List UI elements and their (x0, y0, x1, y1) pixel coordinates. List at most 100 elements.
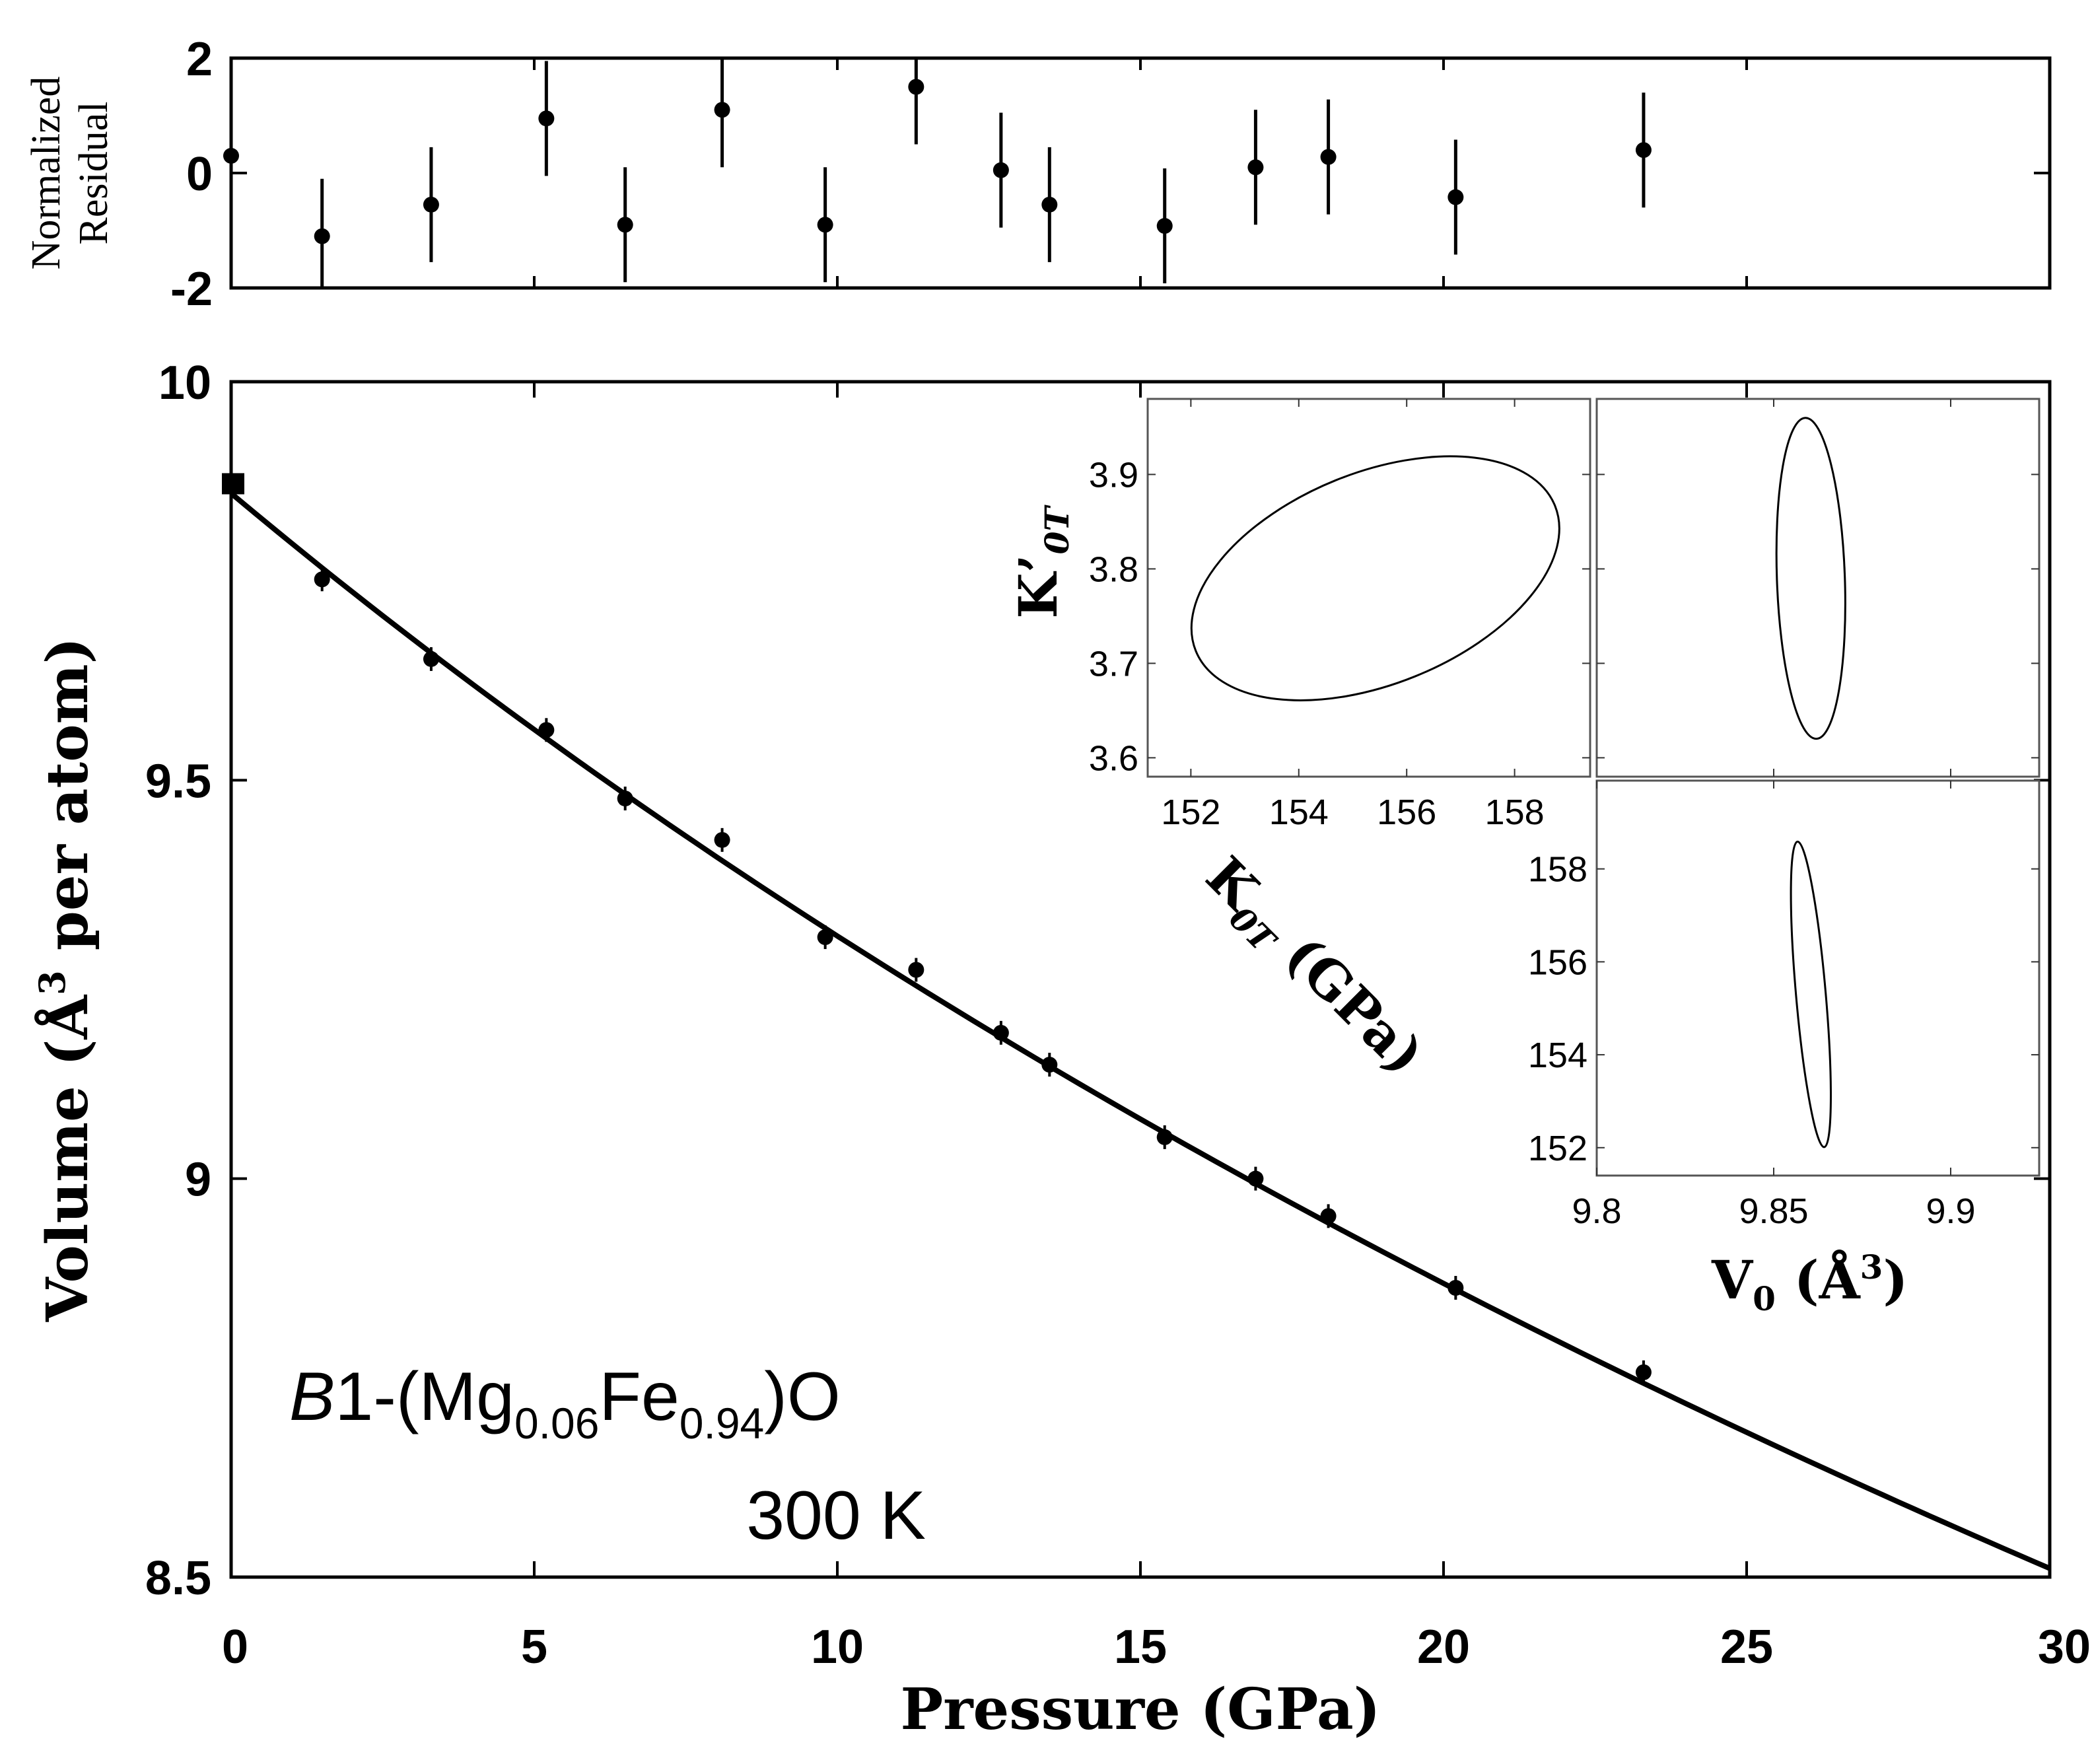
inset-ylabel-kprime: K’0T (1007, 505, 1076, 619)
confidence-ellipse-v0-k0t (1790, 840, 1832, 1148)
main-data-points (222, 473, 1652, 1384)
data-point (1247, 1170, 1264, 1187)
residual-point (1247, 159, 1264, 176)
data-point (1320, 1208, 1337, 1224)
residual-point (993, 162, 1009, 178)
kprime-sub: 0T (1037, 505, 1076, 555)
inset-v0-k0t-y-tick-labels: 158 156 154 152 (1528, 850, 1587, 1168)
residual-point (223, 147, 239, 164)
formula-sub2: 0.94 (680, 1399, 764, 1448)
inset-k0t-kprime-ticks (1148, 399, 1590, 777)
data-point (908, 962, 924, 978)
main-xtick-label: 20 (1417, 1621, 1470, 1674)
data-point-square (222, 473, 244, 495)
inset-v0-kprime-ticks (1597, 399, 2039, 777)
inset-k0t-kprime-y-tick-labels: 3.9 3.8 3.7 3.6 (1089, 455, 1138, 778)
main-ytick-label: 8.5 (145, 1552, 211, 1605)
residual-point (714, 102, 730, 118)
formula-italic: B (289, 1358, 335, 1435)
sample-formula: B1-(Mg0.06Fe0.94)O (289, 1358, 841, 1448)
v0-sub: 0 (1753, 1279, 1776, 1318)
main-xtick-label: 0 (222, 1621, 248, 1674)
residual-y-ticks (231, 57, 2050, 289)
inset-xlabel-k0t: K0T (GPa) (1189, 845, 1436, 1092)
residual-panel: 2 0 -2 Normalized Residual (24, 33, 2052, 316)
residual-ytick-label: 0 (186, 148, 213, 201)
formula-sub1: 0.06 (514, 1399, 599, 1448)
formula-post: )O (764, 1358, 841, 1435)
data-point (314, 571, 330, 588)
main-xtick-label: 25 (1720, 1621, 1773, 1674)
inset-ytick-label: 3.6 (1089, 738, 1138, 778)
inset-ytick-label: 156 (1528, 942, 1587, 982)
main-ytick-label: 9.5 (145, 755, 211, 808)
residual-ylabel-line1: Normalized (24, 77, 69, 270)
v0-main: V (1711, 1249, 1754, 1311)
inset-ytick-label: 158 (1528, 850, 1587, 890)
main-xtick-label: 15 (1114, 1621, 1167, 1674)
residual-point (314, 228, 330, 244)
main-y-tick-labels: 10 9.5 9 8.5 (145, 357, 211, 1605)
main-panel: 0 5 10 15 20 25 30 109.598.5 Pressure (GPa) Vo… (31, 357, 2091, 1743)
residual-points (223, 58, 1652, 288)
inset-ytick-label: 154 (1528, 1036, 1587, 1075)
v0-unit-pre: (Å (1776, 1249, 1861, 1311)
main-x-ticks (230, 382, 2051, 1577)
v0-unit-post: ) (1883, 1249, 1908, 1311)
main-xlabel: Pressure (GPa) (901, 1676, 1381, 1743)
residual-ylabel-line2: Residual (71, 102, 116, 245)
residual-point (617, 217, 633, 233)
main-ylabel: Volume (Å3 per atom) (31, 637, 101, 1323)
main-xtick-label: 30 (2038, 1621, 2091, 1674)
data-point (1156, 1129, 1173, 1145)
inset-k0t-kprime: 152 154 156 158 3.9 3.8 3.7 3.6 K’0T K0T (GPa) (1007, 398, 1591, 1092)
k0t-unit: (GPa) (1261, 911, 1436, 1086)
main-ylabel-sup: 3 (31, 970, 73, 995)
main-xtick-label: 5 (521, 1621, 547, 1674)
inset-v0-k0t-x-tick-labels: 9.8 9.85 9.9 (1572, 1191, 1975, 1231)
residual-point (908, 79, 924, 95)
inset-xtick-label: 156 (1377, 793, 1436, 832)
data-point (1635, 1364, 1652, 1380)
kprime-main: K’ (1007, 554, 1069, 618)
inset-v0-k0t-ticks (1596, 781, 2039, 1176)
data-point (423, 651, 439, 667)
main-ytick-label: 9 (185, 1154, 211, 1207)
inset-ytick-label: 3.8 (1089, 549, 1138, 589)
formula-mid: Fe (599, 1358, 679, 1435)
residual-point (1041, 196, 1058, 213)
inset-v0-k0t: 9.8 9.85 9.9 158 156 154 152 V0 (Å3) (1528, 779, 2040, 1318)
v0-unit-sup: 3 (1860, 1248, 1883, 1287)
inset-xtick-label: 154 (1269, 793, 1329, 832)
residual-ytick-label: 2 (186, 33, 213, 86)
main-y-ticks (231, 380, 2050, 1578)
sample-temperature: 300 K (746, 1477, 926, 1554)
eos-fit-curve (229, 491, 2051, 1571)
inset-k0t-kprime-x-tick-labels: 152 154 156 158 (1161, 793, 1544, 832)
main-x-tick-labels: 0 5 10 15 20 25 30 (222, 1621, 2091, 1674)
residual-point (1156, 218, 1173, 234)
formula-pre: 1-(Mg (335, 1358, 514, 1435)
data-point (714, 831, 730, 848)
data-point (617, 791, 633, 807)
inset-xtick-label: 152 (1161, 793, 1220, 832)
residual-x-ticks (230, 58, 2051, 288)
inset-xlabel-v0: V0 (Å3) (1711, 1248, 1908, 1318)
data-point (1447, 1279, 1464, 1296)
residual-y-tick-labels: 2 0 -2 (170, 33, 213, 316)
main-ytick-label: 10 (158, 357, 211, 409)
inset-k0t-kprime-frame (1146, 398, 1591, 778)
residual-point (423, 196, 439, 213)
data-point (993, 1024, 1009, 1041)
inset-xtick-label: 9.8 (1572, 1191, 1621, 1231)
inset-ytick-label: 152 (1528, 1129, 1587, 1168)
residual-point (538, 110, 555, 127)
main-ylabel-pre: Volume (Å (34, 995, 101, 1323)
residual-point (817, 217, 833, 233)
residual-axes-frame (229, 56, 2052, 290)
residual-point (1635, 142, 1652, 159)
inset-xtick-label: 9.9 (1926, 1191, 1975, 1231)
inset-v0-k0t-frame (1595, 779, 2040, 1177)
main-xtick-label: 10 (811, 1621, 864, 1674)
